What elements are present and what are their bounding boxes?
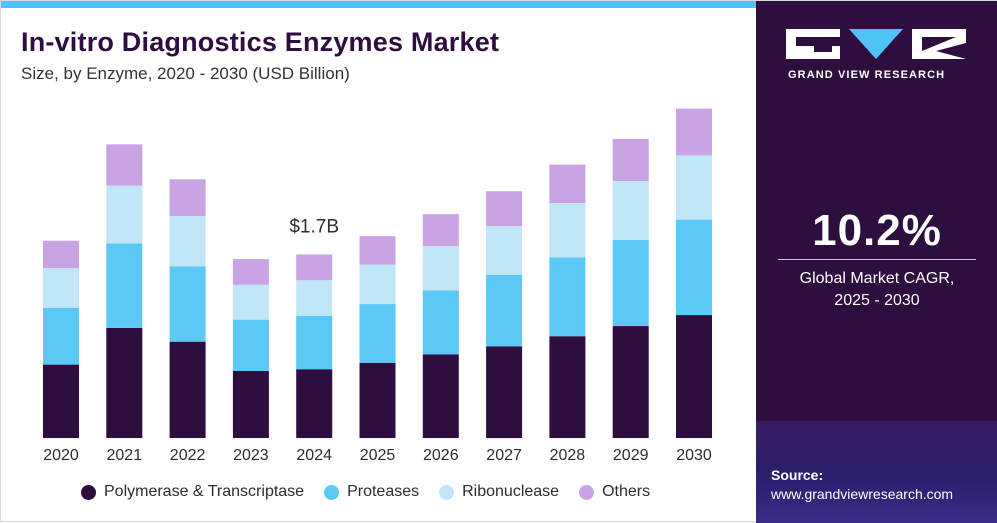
bar-segment xyxy=(106,327,143,438)
legend-item: Proteases xyxy=(324,483,419,501)
bar-segment xyxy=(486,191,523,227)
divider xyxy=(778,259,976,260)
x-tick-label: 2022 xyxy=(170,447,206,464)
x-tick-label: 2024 xyxy=(296,447,332,464)
legend-item: Others xyxy=(579,483,650,501)
bar-segment xyxy=(106,243,143,328)
bar-segment xyxy=(359,264,396,305)
chart-subtitle: Size, by Enzyme, 2020 - 2030 (USD Billio… xyxy=(21,64,350,83)
bar-segment xyxy=(232,259,269,285)
bar-segment xyxy=(612,239,649,326)
bar-segment xyxy=(232,284,269,320)
bar-segment xyxy=(232,319,269,371)
source-label: Source: xyxy=(771,467,824,483)
bar-segment xyxy=(43,364,79,438)
bar-segment xyxy=(359,236,396,265)
bar-segment xyxy=(296,280,333,316)
bar-segment xyxy=(43,268,79,308)
chart-legend: Polymerase & Transcriptase Proteases Ribon… xyxy=(81,481,650,503)
bar-segment xyxy=(359,304,396,363)
bar-segment xyxy=(422,290,459,355)
stacked-bar-chart: 2020 2021 2022 2023 2024 2025 2026 2027 2028 2029… xyxy=(43,108,712,464)
x-tick-label: 2020 xyxy=(43,447,79,464)
legend-item: Polymerase & Transcriptase xyxy=(81,483,304,501)
bar-segment xyxy=(486,274,523,347)
x-tick-label: 2027 xyxy=(486,447,522,464)
chart-title: In-vitro Diagnostics Enzymes Market xyxy=(21,27,500,57)
legend-swatch xyxy=(439,484,455,500)
bar-segment xyxy=(549,336,586,438)
legend-label: Ribonuclease xyxy=(462,483,560,500)
bar-segment xyxy=(169,179,206,216)
bar-segment xyxy=(106,144,143,186)
accent-bar xyxy=(1,1,756,8)
legend-label: Proteases xyxy=(347,483,420,500)
cagr-label: Global Market CAGR, 2025 - 2030 xyxy=(756,268,997,312)
bar-segment xyxy=(486,346,523,439)
bar-segment xyxy=(422,354,459,438)
source-link[interactable]: www.grandviewresearch.com xyxy=(771,486,954,502)
legend-label: Others xyxy=(602,483,651,500)
grand-view-research-logo xyxy=(786,29,966,59)
legend-swatch xyxy=(81,484,96,500)
bar-segment xyxy=(549,164,586,204)
legend-swatch xyxy=(324,484,340,500)
bar-segment xyxy=(676,219,712,315)
bar-segment xyxy=(359,362,396,438)
bar-segment xyxy=(296,254,333,281)
cagr-value: 10.2% xyxy=(812,206,942,255)
x-tick-label: 2029 xyxy=(613,447,649,464)
bar-segment xyxy=(676,108,712,156)
bar-segment xyxy=(43,307,79,365)
bar-segment xyxy=(43,240,79,269)
bar-segment xyxy=(676,155,712,220)
bar-segment xyxy=(612,138,649,182)
x-tick-label: 2023 xyxy=(233,447,269,464)
legend-label: Polymerase & Transcriptase xyxy=(104,483,305,500)
legend-item: Ribonuclease xyxy=(439,483,559,501)
data-label: $1.7B xyxy=(289,217,339,238)
bar-segment xyxy=(549,257,586,337)
bar-segment xyxy=(232,371,269,438)
x-tick-label: 2025 xyxy=(360,447,396,464)
bar-segment xyxy=(676,315,712,438)
sidebar-panel: GRAND VIEW RESEARCH 10.2% Global Market … xyxy=(756,1,997,523)
x-tick-label: 2030 xyxy=(676,447,712,464)
x-tick-label: 2026 xyxy=(423,447,459,464)
bar-segment xyxy=(169,266,206,342)
cagr-label-line-2: 2025 - 2030 xyxy=(834,292,920,309)
bar-segment xyxy=(169,216,206,267)
cagr-label-line-1: Global Market CAGR, xyxy=(799,270,955,287)
bar-segment xyxy=(422,246,459,291)
x-tick-label: 2028 xyxy=(550,447,586,464)
sidebar-footer-band xyxy=(756,421,997,523)
bar-segment xyxy=(169,341,206,438)
bar-segment xyxy=(486,226,523,275)
bar-segment xyxy=(106,185,143,244)
bar-segment xyxy=(549,203,586,258)
logo-wordmark: GRAND VIEW RESEARCH xyxy=(788,69,946,81)
bar-segment xyxy=(612,181,649,240)
bar-segment xyxy=(296,369,333,438)
bar-segment xyxy=(612,326,649,438)
x-tick-label: 2021 xyxy=(107,447,143,464)
bar-segment xyxy=(422,214,459,247)
legend-swatch xyxy=(579,484,595,500)
bar-segment xyxy=(296,316,333,370)
